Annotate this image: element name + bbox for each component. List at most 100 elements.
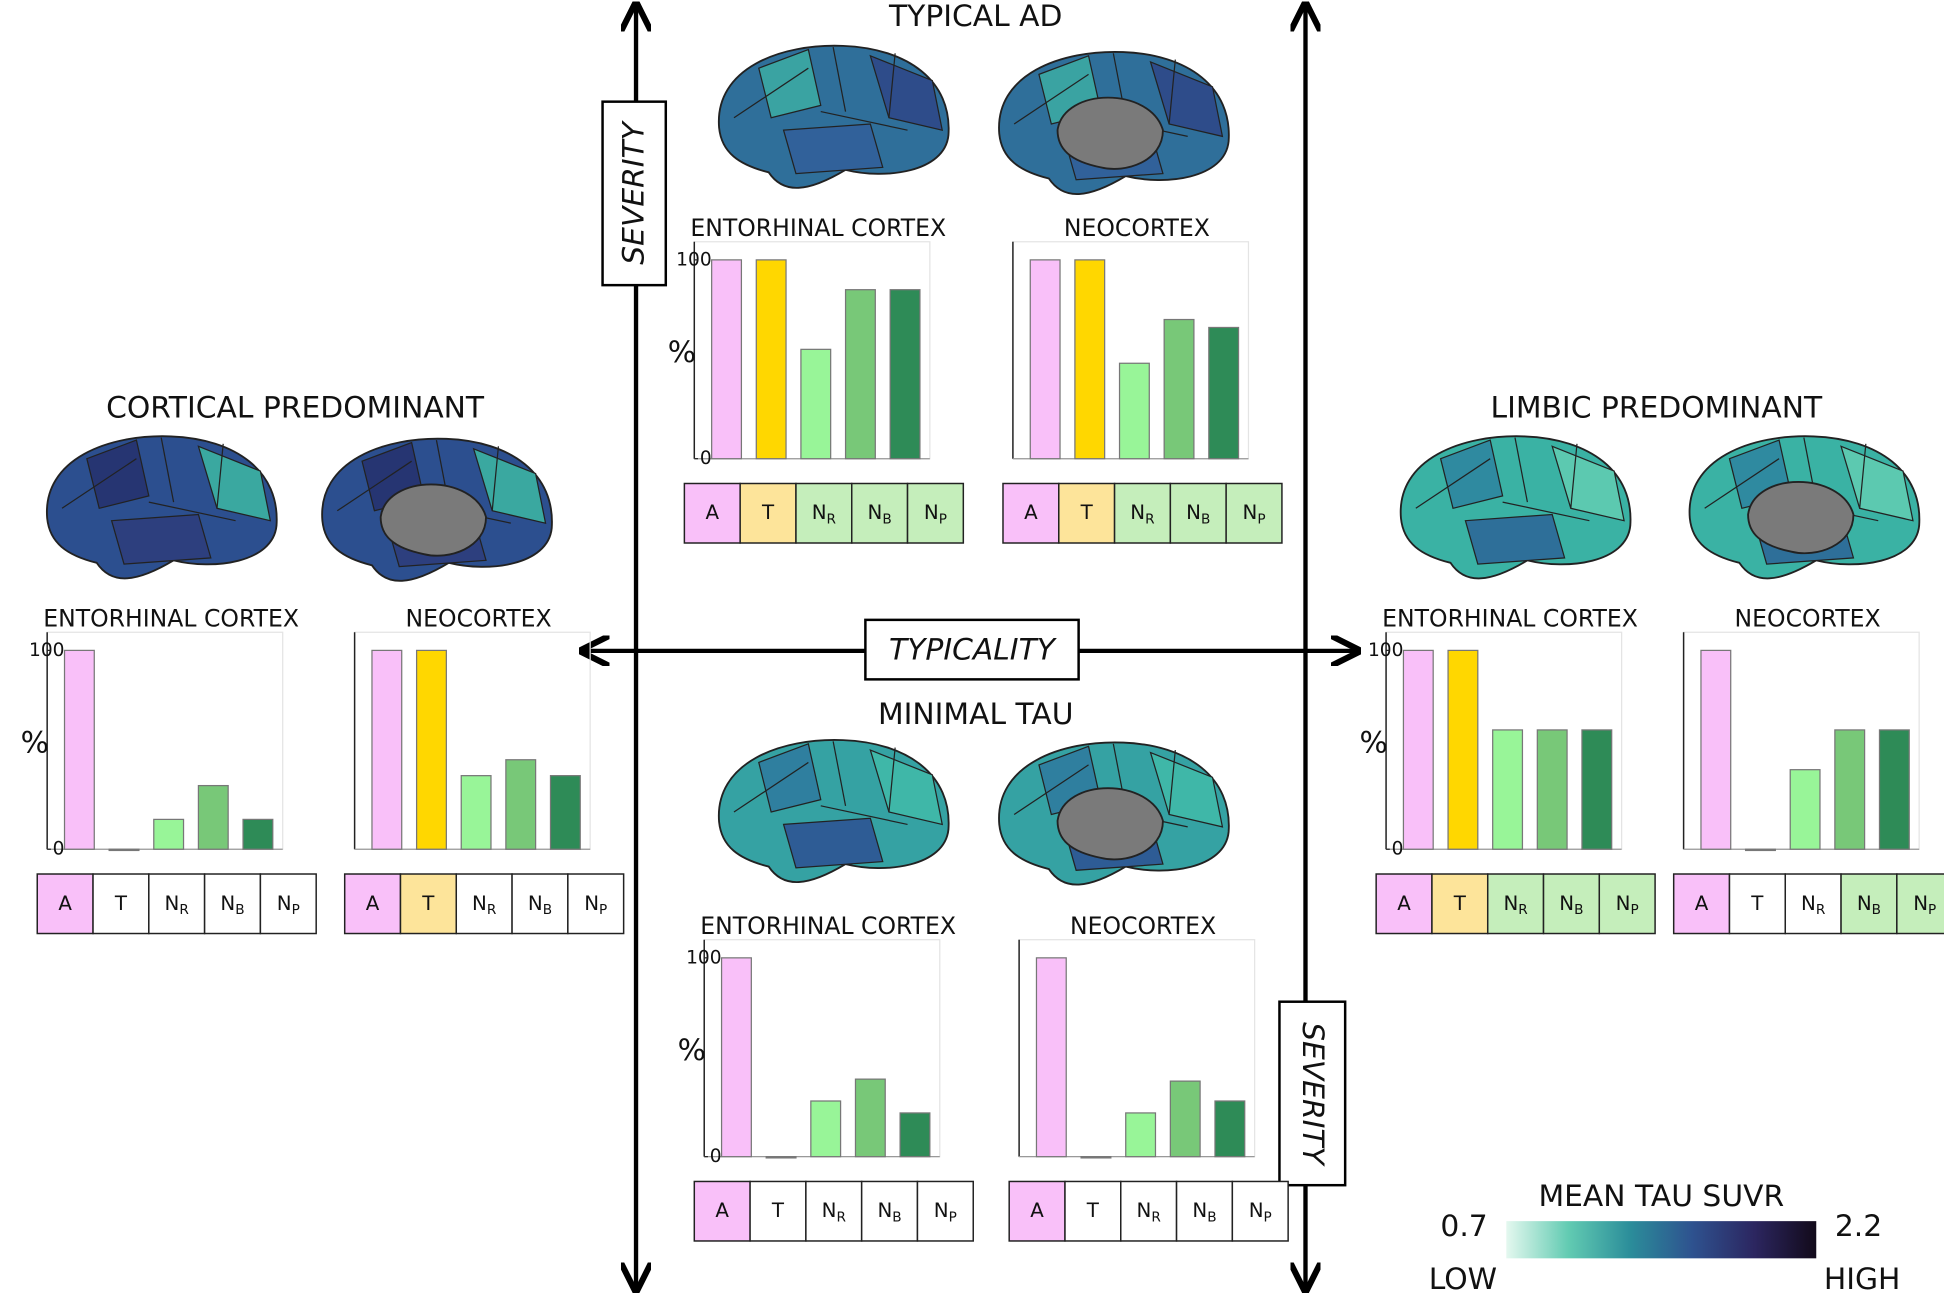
bar (1581, 729, 1613, 850)
category-cell (749, 1180, 807, 1242)
category-label: NB (528, 891, 552, 918)
colorbar-title: MEAN TAU SUVR (1538, 1179, 1784, 1214)
brain-region (1149, 751, 1224, 828)
category-label: T (1080, 501, 1094, 524)
bar (153, 818, 185, 850)
bar (765, 1156, 797, 1159)
label-box (601, 100, 668, 287)
category-label: A (1695, 891, 1709, 914)
category-label: NR (472, 891, 497, 918)
brain-region (1464, 513, 1566, 565)
bar (1536, 729, 1568, 850)
category-label: A (58, 891, 72, 914)
category-cell (805, 1180, 863, 1242)
chart-title: NEOCORTEX (1064, 214, 1210, 242)
group-title: MINIMAL TAU (878, 697, 1074, 732)
bar (810, 1100, 842, 1158)
chart-title: NEOCORTEX (406, 604, 552, 632)
category-label: NR (822, 1199, 847, 1226)
bar (460, 775, 492, 850)
category-label: A (705, 501, 719, 524)
brain-region (869, 748, 944, 826)
category-cell (1008, 1180, 1066, 1242)
category-label: A (1030, 1199, 1044, 1222)
bar (1789, 769, 1821, 850)
brain-region (1439, 439, 1504, 510)
category-cell (1058, 482, 1116, 544)
category-label: NP (1249, 1199, 1272, 1226)
category-cell (1486, 873, 1545, 935)
brain (998, 741, 1230, 886)
y-axis-label: % (668, 335, 696, 370)
category-label: NR (1801, 891, 1826, 918)
y-tick-label: 0 (53, 839, 65, 860)
axis-label: TYPICALITY (889, 632, 1058, 667)
y-axis-label: % (1360, 725, 1388, 760)
category-label: T (1750, 891, 1764, 914)
sulcus (1168, 59, 1176, 125)
category-label: NR (1503, 891, 1528, 918)
category-cell (1175, 1180, 1234, 1242)
category-cell (1231, 1180, 1289, 1242)
sulcus (1013, 73, 1089, 125)
bar (1074, 259, 1106, 460)
category-label: A (366, 891, 380, 914)
category-cell (511, 873, 569, 935)
category-cell (92, 873, 150, 935)
brain-region (758, 743, 822, 813)
bar (755, 259, 787, 460)
category-label: T (114, 891, 128, 914)
sulcus (888, 747, 896, 813)
sulcus (160, 437, 175, 503)
bar (854, 1078, 886, 1158)
sulcus (1570, 443, 1578, 509)
chart-title: ENTORHINAL CORTEX (1382, 604, 1638, 632)
category-label: A (715, 1199, 729, 1222)
y-tick-label: 100 (676, 249, 711, 270)
category-label: NP (1616, 891, 1639, 918)
sulcus (61, 458, 137, 509)
category-cell (1784, 873, 1842, 935)
brain-region (86, 439, 150, 510)
category-label: NP (1243, 501, 1266, 528)
category-cell (1598, 873, 1656, 935)
sulcus (148, 501, 236, 522)
y-tick-label: 100 (686, 947, 721, 968)
brain-region (110, 513, 212, 565)
y-tick-label: 0 (700, 448, 712, 469)
category-cell (1169, 482, 1227, 544)
bar (197, 784, 229, 850)
bar (415, 649, 447, 850)
brain-region (782, 817, 884, 869)
sulcus (832, 741, 847, 806)
category-cell (203, 873, 262, 935)
medial-wall (1056, 787, 1164, 861)
sulcus (216, 443, 224, 509)
sulcus (888, 53, 896, 118)
category-label: NP (934, 1199, 957, 1226)
category-cell (916, 1180, 974, 1242)
medial-wall (1747, 481, 1855, 555)
category-cell (851, 482, 909, 544)
sulcus (1514, 437, 1529, 503)
bar (1834, 729, 1866, 850)
y-axis-label: % (678, 1033, 706, 1068)
category-cell (343, 873, 402, 935)
bar (371, 649, 403, 850)
category-label: T (1453, 891, 1467, 914)
sulcus (832, 46, 847, 112)
colorbar-low: LOW (1429, 1262, 1497, 1297)
bar (1118, 362, 1150, 460)
bar (1208, 326, 1240, 460)
brain-region (869, 54, 944, 131)
sulcus (1704, 458, 1780, 509)
category-label: T (771, 1199, 785, 1222)
category-cell (1120, 1180, 1178, 1242)
sulcus (1502, 501, 1590, 522)
sulcus (820, 805, 908, 826)
bar (549, 775, 581, 850)
bar (1700, 649, 1732, 850)
medial-wall (1056, 96, 1164, 170)
bar (899, 1112, 931, 1158)
